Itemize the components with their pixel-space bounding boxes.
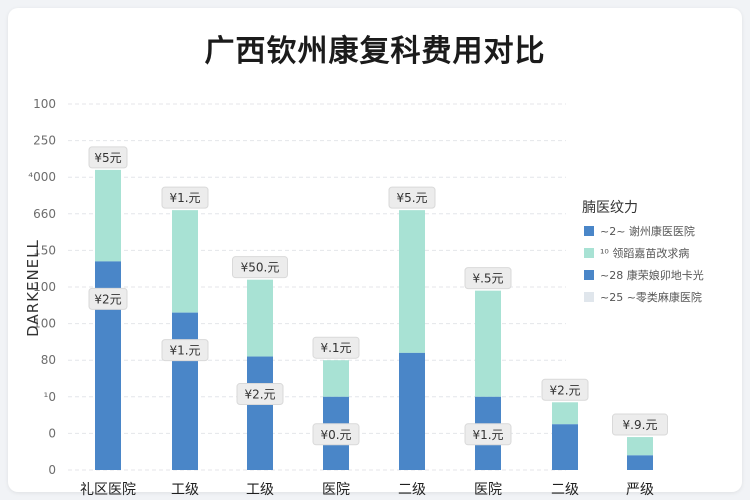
data-label-bg [232,256,288,279]
legend-swatch [584,292,594,302]
data-label: ¥50.元 [241,261,280,275]
data-label: ¥2.元 [244,388,275,402]
data-label: ¥2.元 [549,383,580,397]
bar-segment-upper [323,360,349,397]
data-label-bg [312,336,360,359]
x-category-label: 医院 [474,482,502,498]
y-tick-label: 80 [41,353,56,367]
data-label: ¥.1元 [320,341,351,355]
legend-item-label: ¹⁰ 领蹈嘉苗改求病 [600,246,689,260]
chart-card [8,8,742,492]
bar-segment-lower [627,455,653,470]
x-category-label: 医院 [322,482,350,498]
chart-title: 广西钦州康复科费用对比 [204,34,546,69]
y-tick-label: 0 [48,463,56,477]
data-label-bg [612,413,668,436]
bar-segment-lower [399,352,425,470]
x-category-label: 严级 [626,482,654,498]
y-tick-label: 150 [33,243,56,257]
data-label-bg [161,186,209,209]
data-label-bg [388,186,436,209]
x-category-label: 工级 [246,482,274,498]
bar-segment-upper [475,290,501,397]
data-label: ¥5元 [94,151,121,165]
legend-swatch [584,270,594,280]
data-label: ¥2元 [94,292,121,306]
y-tick-label: 0 [48,426,56,440]
legend-item-label: ~2~ 谢州康医医院 [600,224,695,238]
data-label-bg [88,146,128,169]
data-label: ¥1.元 [169,191,200,205]
data-label-bg [464,267,512,290]
data-label-bg [312,423,360,446]
data-label-bg [464,423,512,446]
bar-segment-upper [172,210,198,313]
x-category-label: 工级 [171,482,199,498]
legend-title: 腩医纹力 [582,200,638,216]
data-label-bg [161,339,209,362]
legend-swatch [584,226,594,236]
data-label-bg [236,383,284,406]
data-label-bg [88,287,128,310]
bar-segment-lower [552,424,578,470]
data-label: ¥0.元 [320,428,351,442]
bar-segment-upper [552,402,578,425]
legend-item-label: ~28 康荣娘卯地卡光 [600,268,704,282]
y-tick-label: 100 [33,280,56,294]
data-label-bg [541,378,589,401]
data-label: ¥5.元 [396,191,427,205]
bar-segment-upper [247,279,273,357]
bar-segment-upper [399,210,425,353]
y-tick-label: ⁴000 [28,170,56,184]
data-label: ¥.5元 [472,272,503,286]
y-tick-label: 100 [33,317,56,331]
x-category-label: 礼区医院 [80,482,136,498]
legend-swatch [584,248,594,258]
x-category-label: 二级 [398,482,426,498]
legend-item-label: ~25 ~零类麻康医院 [600,290,702,304]
bar-segment-upper [627,437,653,456]
y-tick-label: ¹0 [44,390,56,404]
x-category-label: 二级 [551,482,579,498]
y-tick-label: 250 [33,134,56,148]
data-label: ¥.9.元 [623,418,658,432]
y-axis-label: DARKENELL [24,239,42,337]
data-label: ¥1.元 [169,344,200,358]
y-tick-label: 100 [33,97,56,111]
bar-segment-upper [95,169,121,262]
bar-segment-lower [172,312,198,470]
bar-segment-lower [247,356,273,470]
y-tick-label: 660 [33,207,56,221]
data-label: ¥1.元 [472,428,503,442]
